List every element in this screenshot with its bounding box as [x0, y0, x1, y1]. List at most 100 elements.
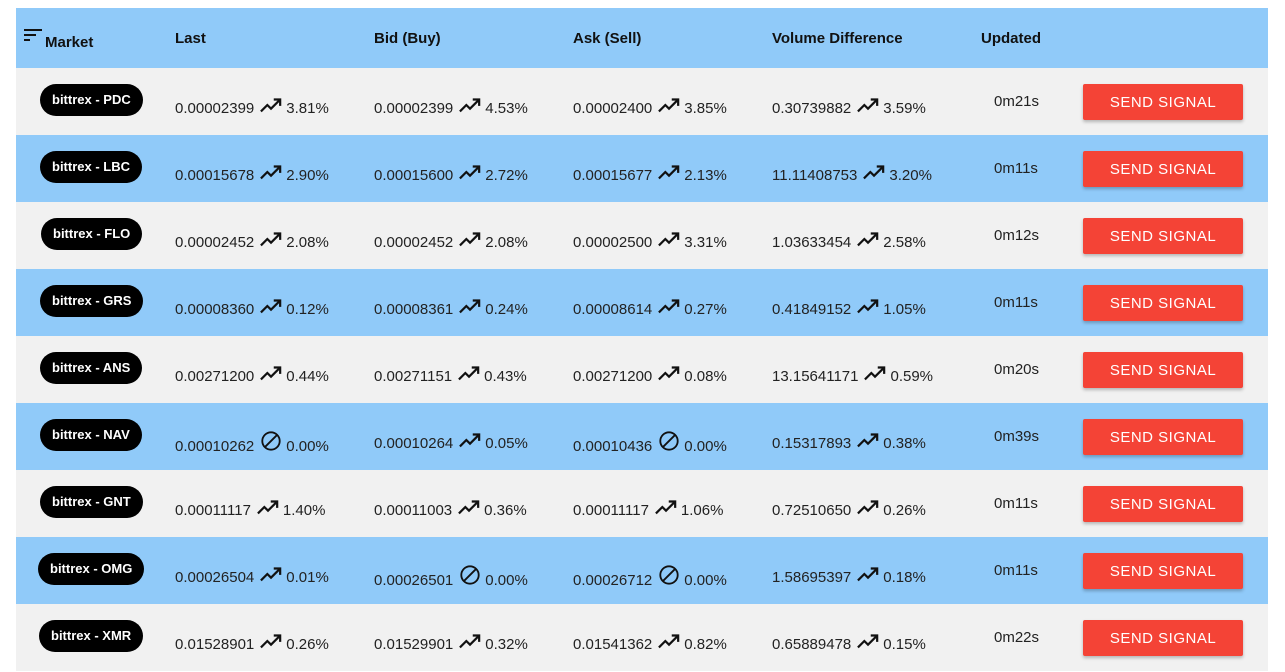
ask-value: 0.00002500 [573, 234, 653, 251]
ask-value: 0.00008614 [573, 301, 653, 318]
last-change-percent: 0.01% [286, 569, 329, 586]
bid-cell: 0.01529901 0.32% [374, 631, 528, 653]
send-signal-button[interactable]: SEND SIGNAL [1083, 352, 1243, 388]
trending-up-icon [857, 631, 879, 651]
ask-value: 0.00026712 [573, 572, 653, 589]
last-value: 0.00011117 [175, 502, 251, 519]
bid-cell: 0.00002452 2.08% [374, 229, 528, 251]
ask-change-percent: 3.31% [684, 234, 727, 251]
volume-change-percent: 0.15% [883, 636, 926, 653]
ask-cell: 0.00271200 0.08% [573, 363, 727, 385]
volume-change-percent: 1.05% [883, 301, 926, 318]
volume-change-percent: 3.20% [889, 167, 932, 184]
ask-cell: 0.00011117 1.06% [573, 497, 723, 519]
last-change-percent: 0.12% [286, 301, 329, 318]
volume-cell: 0.30739882 3.59% [772, 95, 926, 117]
trending-up-icon [459, 229, 481, 249]
markets-table: Market Last Bid (Buy) Ask (Sell) Volume … [16, 8, 1268, 671]
last-cell: 0.00002399 3.81% [175, 95, 329, 117]
volume-cell: 13.15641171 0.59% [772, 363, 933, 385]
table-row: bittrex - OMG 0.00026504 0.01% 0.00026501 0.… [16, 537, 1268, 604]
volume-value: 13.15641171 [772, 368, 859, 385]
ask-cell: 0.00010436 0.00% [573, 430, 727, 455]
updated-time: 0m11s [994, 294, 1038, 311]
trending-up-icon [658, 363, 680, 383]
ask-change-percent: 0.08% [684, 368, 727, 385]
volume-cell: 1.03633454 2.58% [772, 229, 926, 251]
volume-change-percent: 0.26% [883, 502, 926, 519]
volume-cell: 11.11408753 3.20% [772, 162, 932, 184]
trending-up-icon [863, 162, 885, 182]
last-value: 0.00271200 [175, 368, 255, 385]
trending-up-icon [658, 229, 680, 249]
ask-change-percent: 0.82% [684, 636, 727, 653]
volume-value: 1.03633454 [772, 234, 852, 251]
send-signal-button[interactable]: SEND SIGNAL [1083, 419, 1243, 455]
trending-up-icon [857, 564, 879, 584]
table-row: bittrex - XMR 0.01528901 0.26% 0.01529901 0.… [16, 604, 1268, 671]
bid-change-percent: 0.36% [484, 502, 527, 519]
bid-value: 0.00002452 [374, 234, 454, 251]
ask-change-percent: 0.00% [684, 572, 727, 589]
market-badge: bittrex - FLO [41, 218, 143, 250]
last-value: 0.00010262 [175, 438, 255, 455]
volume-cell: 0.65889478 0.15% [772, 631, 926, 653]
column-header-last[interactable]: Last [175, 30, 206, 47]
last-cell: 0.00271200 0.44% [175, 363, 329, 385]
last-cell: 0.00010262 0.00% [175, 430, 329, 455]
send-signal-button[interactable]: SEND SIGNAL [1083, 84, 1243, 120]
send-signal-button[interactable]: SEND SIGNAL [1083, 285, 1243, 321]
last-change-percent: 0.26% [286, 636, 329, 653]
trending-up-icon [458, 497, 480, 517]
bid-cell: 0.00271151 0.43% [374, 363, 527, 385]
last-cell: 0.01528901 0.26% [175, 631, 329, 653]
bid-change-percent: 0.00% [485, 572, 528, 589]
volume-change-percent: 3.59% [883, 100, 926, 117]
send-signal-button[interactable]: SEND SIGNAL [1083, 486, 1243, 522]
trending-up-icon [260, 631, 282, 651]
ask-cell: 0.01541362 0.82% [573, 631, 727, 653]
send-signal-button[interactable]: SEND SIGNAL [1083, 151, 1243, 187]
volume-change-percent: 0.18% [883, 569, 926, 586]
bid-cell: 0.00002399 4.53% [374, 95, 528, 117]
last-change-percent: 0.44% [286, 368, 329, 385]
no-change-icon [459, 564, 481, 586]
trending-up-icon [260, 229, 282, 249]
send-signal-button[interactable]: SEND SIGNAL [1083, 553, 1243, 589]
market-badge: bittrex - PDC [40, 84, 143, 116]
sort-icon[interactable] [24, 28, 42, 42]
last-value: 0.00015678 [175, 167, 255, 184]
column-header-bid[interactable]: Bid (Buy) [374, 30, 441, 47]
column-header-volume[interactable]: Volume Difference [772, 30, 903, 47]
column-header-market[interactable]: Market [45, 34, 94, 51]
bid-change-percent: 4.53% [485, 100, 528, 117]
last-cell: 0.00008360 0.12% [175, 296, 329, 318]
ask-value: 0.00015677 [573, 167, 653, 184]
column-header-updated[interactable]: Updated [981, 30, 1041, 47]
volume-cell: 0.72510650 0.26% [772, 497, 926, 519]
trending-up-icon [857, 95, 879, 115]
ask-cell: 0.00002400 3.85% [573, 95, 727, 117]
ask-value: 0.00002400 [573, 100, 653, 117]
trending-up-icon [658, 95, 680, 115]
volume-cell: 0.15317893 0.38% [772, 430, 926, 452]
table-body: bittrex - PDC 0.00002399 3.81% 0.00002399 4.… [16, 68, 1268, 671]
market-badge: bittrex - ANS [40, 352, 143, 384]
send-signal-button[interactable]: SEND SIGNAL [1083, 218, 1243, 254]
trending-up-icon [857, 229, 879, 249]
volume-value: 0.15317893 [772, 435, 852, 452]
updated-time: 0m20s [994, 361, 1040, 378]
trending-up-icon [658, 162, 680, 182]
trending-up-icon [459, 162, 481, 182]
table-row: bittrex - GRS 0.00008360 0.12% 0.00008361 0.… [16, 269, 1268, 336]
ask-change-percent: 3.85% [684, 100, 727, 117]
bid-cell: 0.00008361 0.24% [374, 296, 528, 318]
send-signal-button[interactable]: SEND SIGNAL [1083, 620, 1243, 656]
volume-value: 11.11408753 [772, 167, 858, 184]
ask-cell: 0.00008614 0.27% [573, 296, 727, 318]
ask-cell: 0.00015677 2.13% [573, 162, 727, 184]
column-header-ask[interactable]: Ask (Sell) [573, 30, 642, 47]
table-row: bittrex - PDC 0.00002399 3.81% 0.00002399 4.… [16, 68, 1268, 135]
ask-change-percent: 1.06% [680, 502, 724, 519]
last-change-percent: 0.00% [286, 438, 329, 455]
